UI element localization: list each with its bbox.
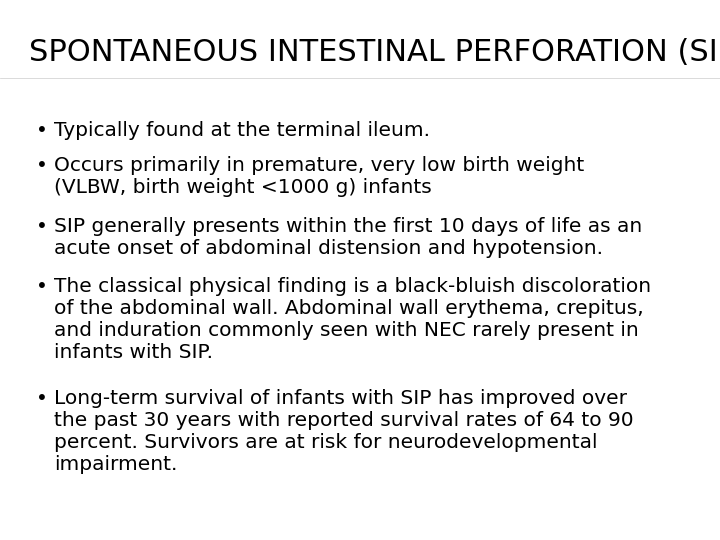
Text: SPONTANEOUS INTESTINAL PERFORATION (SIP): SPONTANEOUS INTESTINAL PERFORATION (SIP)	[29, 38, 720, 67]
Text: •: •	[36, 156, 48, 175]
Text: Occurs primarily in premature, very low birth weight
(VLBW, birth weight <1000 g: Occurs primarily in premature, very low …	[54, 156, 584, 197]
Text: •: •	[36, 277, 48, 296]
Text: Typically found at the terminal ileum.: Typically found at the terminal ileum.	[54, 122, 430, 140]
Text: SIP generally presents within the first 10 days of life as an
acute onset of abd: SIP generally presents within the first …	[54, 217, 642, 258]
Text: The classical physical finding is a black-bluish discoloration
of the abdominal : The classical physical finding is a blac…	[54, 277, 651, 362]
Text: •: •	[36, 217, 48, 235]
Text: •: •	[36, 122, 48, 140]
Text: •: •	[36, 389, 48, 408]
Text: Long-term survival of infants with SIP has improved over
the past 30 years with : Long-term survival of infants with SIP h…	[54, 389, 634, 474]
